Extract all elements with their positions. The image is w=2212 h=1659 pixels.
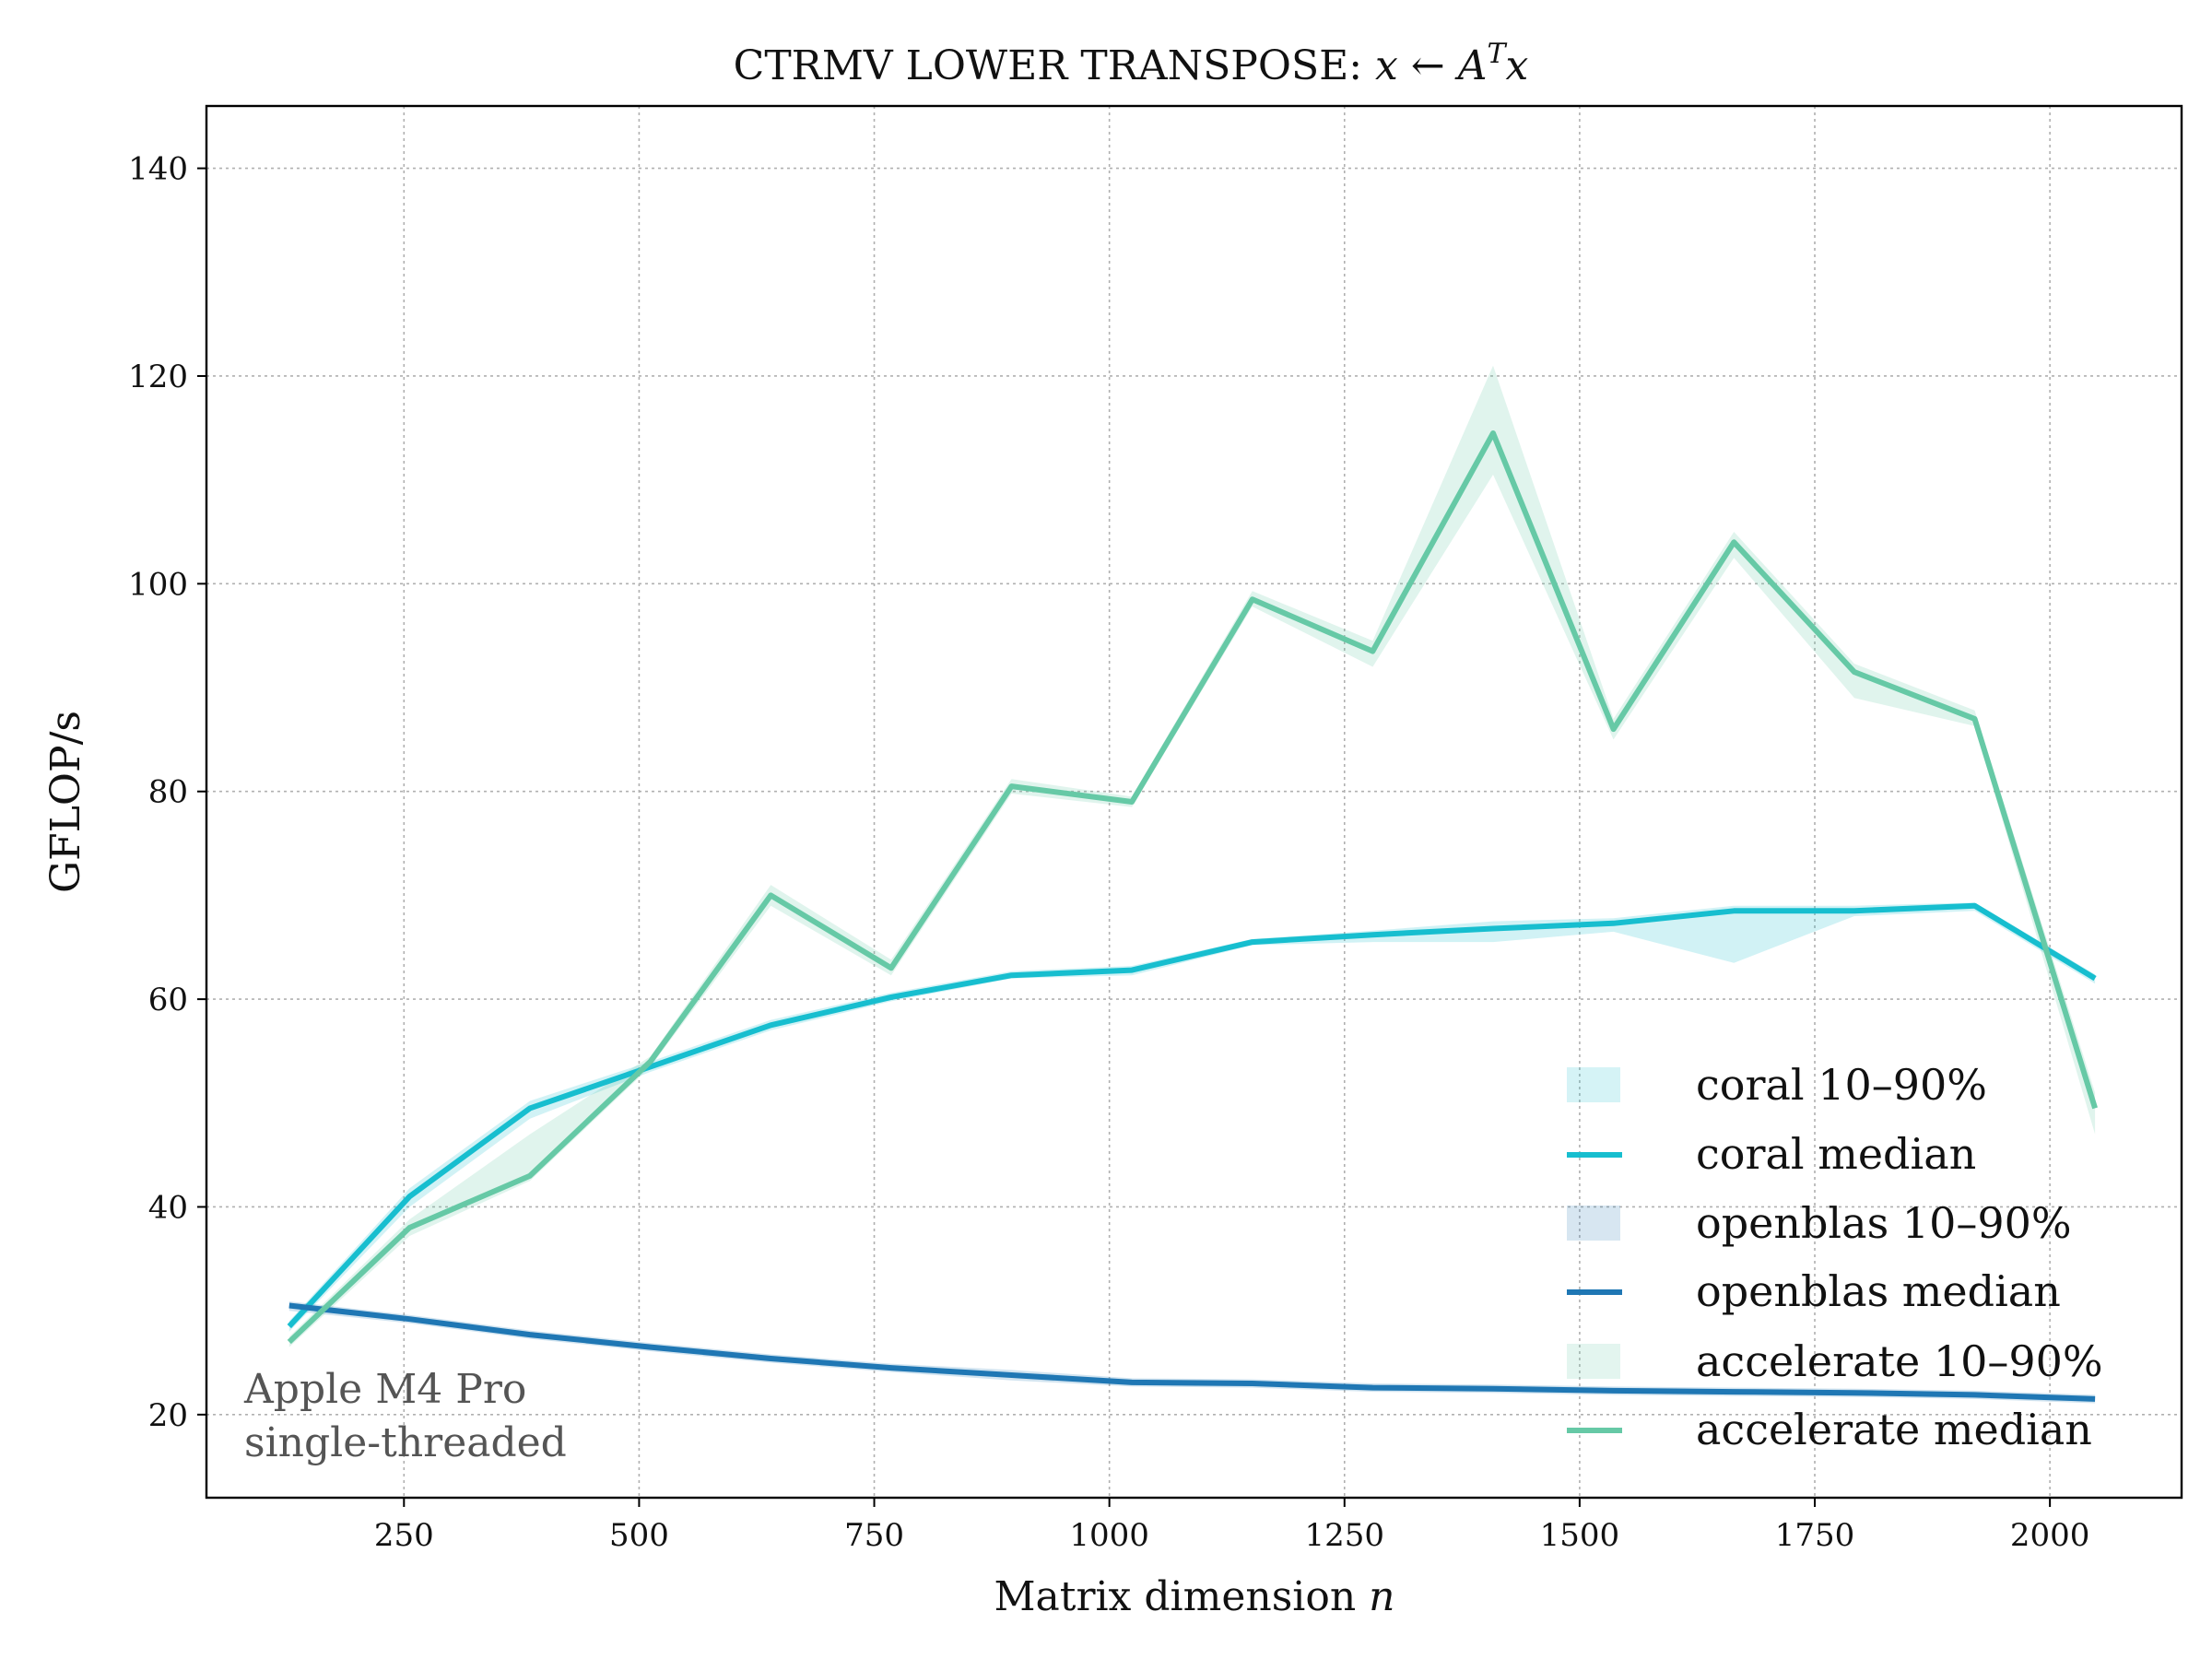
legend-swatch-openblas-band xyxy=(1567,1206,1620,1241)
y-tick-label: 60 xyxy=(148,982,188,1018)
x-tick-label: 1500 xyxy=(1540,1517,1620,1554)
annotation: Apple M4 Pro single-threaded xyxy=(243,1366,567,1466)
chart-title-math-x2: x xyxy=(1506,42,1529,89)
annotation-line-1: Apple M4 Pro xyxy=(243,1366,526,1413)
coral-median-line xyxy=(287,902,2097,1329)
x-tick-label: 750 xyxy=(844,1517,904,1554)
y-tick-label: 40 xyxy=(148,1189,188,1226)
x-tick-label: 500 xyxy=(609,1517,669,1554)
chart-title-math-x: x xyxy=(1375,42,1398,89)
chart-title-math-a: A xyxy=(1454,42,1488,89)
legend-label-openblas-band: openblas 10–90% xyxy=(1696,1198,2072,1248)
x-tick-label: 2000 xyxy=(2010,1517,2090,1554)
legend-label-accelerate-median: accelerate median xyxy=(1696,1405,2092,1454)
x-tick-label: 1750 xyxy=(1775,1517,1855,1554)
legend-label-accelerate-band: accelerate 10–90% xyxy=(1696,1336,2103,1386)
legend: coral 10–90% coral median openblas 10–90… xyxy=(1567,1060,2103,1454)
chart-title-math-arrow: ← xyxy=(1398,42,1458,89)
median-lines xyxy=(287,430,2098,1402)
legend-swatch-coral-band xyxy=(1567,1067,1620,1102)
y-tick-label: 140 xyxy=(128,151,188,188)
y-axis-ticks: 20 40 60 80 100 120 140 xyxy=(128,151,206,1434)
x-tick-label: 1000 xyxy=(1069,1517,1149,1554)
y-tick-label: 80 xyxy=(148,774,188,811)
grid xyxy=(206,106,2182,1498)
x-axis-label: Matrix dimension n xyxy=(994,1573,1394,1620)
x-tick-label: 250 xyxy=(374,1517,434,1554)
legend-label-coral-band: coral 10–90% xyxy=(1696,1060,1987,1110)
chart-title-math-t: T xyxy=(1487,38,1507,70)
openblas-median-line xyxy=(288,1302,2096,1402)
legend-label-coral-median: coral median xyxy=(1696,1129,1976,1179)
chart-title-text: CTRMV LOWER TRANSPOSE: xyxy=(734,42,1375,89)
annotation-line-2: single-threaded xyxy=(244,1419,567,1466)
chart-title: CTRMV LOWER TRANSPOSE: x ← ATx xyxy=(734,38,1529,89)
y-tick-label: 120 xyxy=(128,359,188,395)
x-axis-label-math: n xyxy=(1369,1573,1394,1620)
x-axis-label-text: Matrix dimension xyxy=(994,1573,1369,1620)
accelerate-median-line xyxy=(287,430,2098,1345)
legend-label-openblas-median: openblas median xyxy=(1696,1266,2061,1316)
y-tick-label: 20 xyxy=(148,1397,188,1434)
y-tick-label: 100 xyxy=(128,566,188,603)
x-axis-ticks: 250 500 750 1000 1250 1500 1750 2000 xyxy=(374,1498,2090,1554)
x-tick-label: 1250 xyxy=(1305,1517,1385,1554)
legend-swatch-accelerate-band xyxy=(1567,1344,1620,1379)
y-axis-label: GFLOP/s xyxy=(42,711,89,893)
plot-frame xyxy=(205,104,2183,1500)
